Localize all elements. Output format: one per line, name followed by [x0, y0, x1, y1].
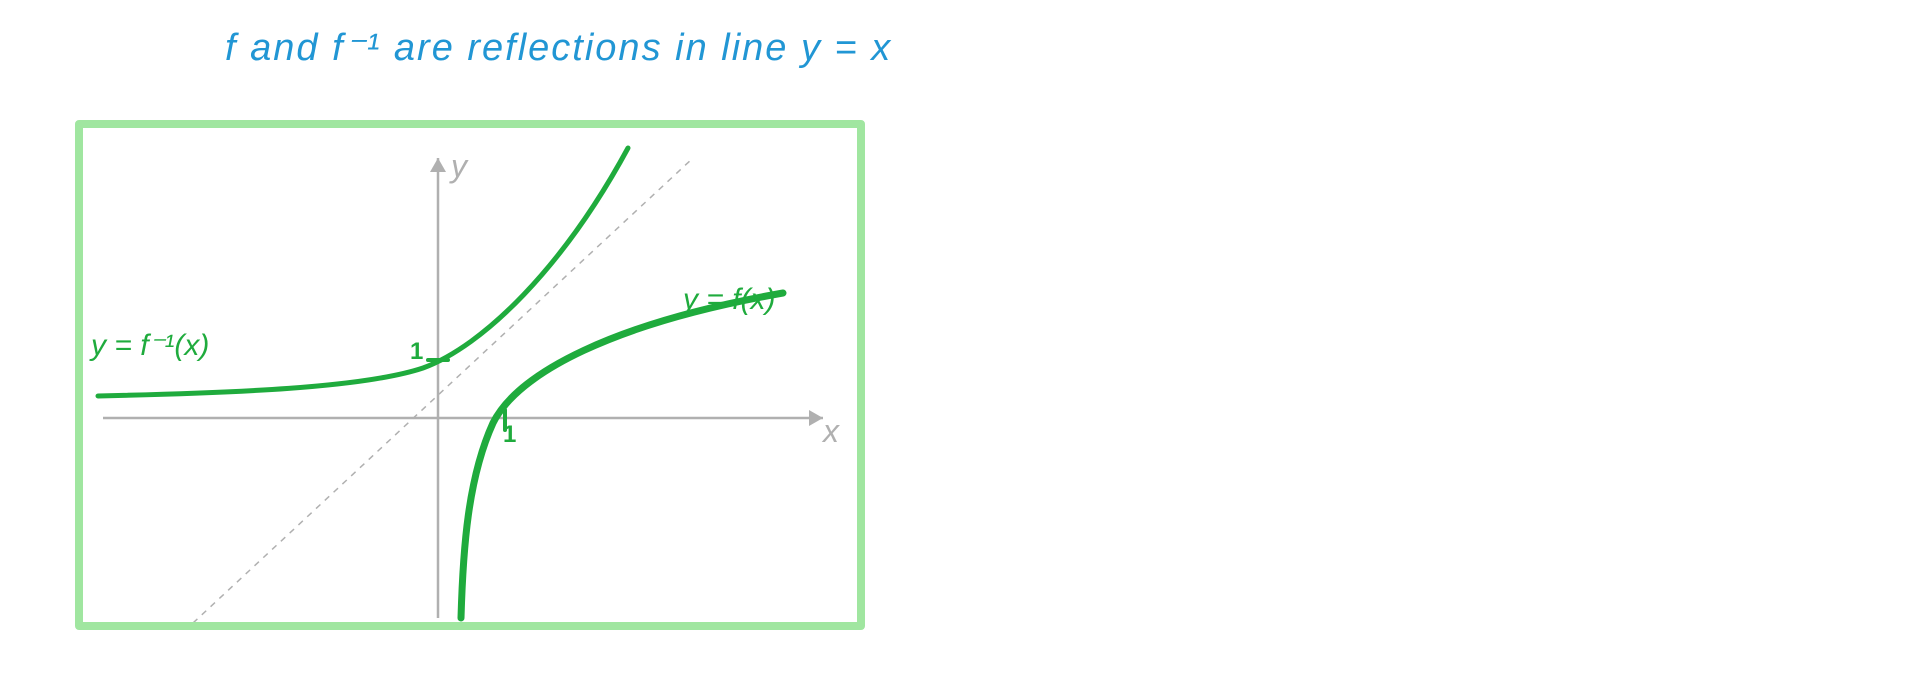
y-tick-label: 1 [410, 338, 423, 366]
chart-frame: y x 1 1 y = f(x) y = f⁻¹(x) [75, 120, 865, 630]
x-axis-label: x [823, 413, 839, 450]
curve-f [461, 293, 783, 618]
page-title: f and f⁻¹ are reflections in line y = x [225, 25, 892, 70]
chart-canvas [83, 128, 857, 622]
x-axis-arrow-icon [809, 410, 823, 426]
x-tick-label: 1 [503, 421, 516, 449]
y-axis-arrow-icon [430, 158, 446, 172]
y-axis-label: y [451, 148, 467, 185]
curve-finv-label: y = f⁻¹(x) [91, 328, 209, 363]
curve-f-label: y = f(x) [683, 283, 776, 317]
